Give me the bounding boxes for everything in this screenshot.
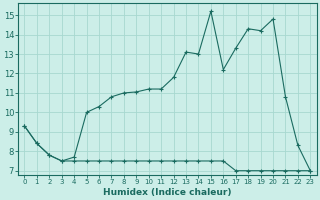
X-axis label: Humidex (Indice chaleur): Humidex (Indice chaleur) [103, 188, 232, 197]
